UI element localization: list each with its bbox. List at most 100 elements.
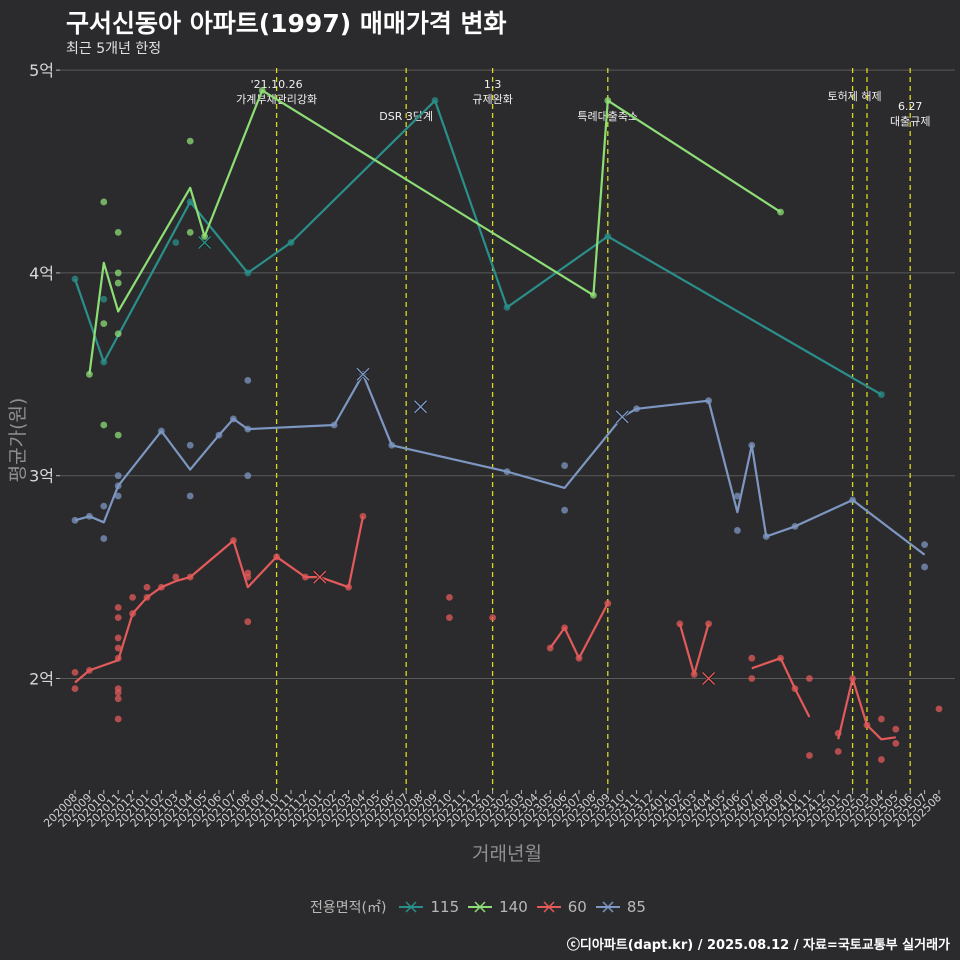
- data-point-60: [114, 654, 122, 662]
- policy-annotation: 특례대출축소: [577, 110, 638, 123]
- data-point-60: [345, 583, 352, 591]
- data-point-60: [186, 573, 194, 581]
- data-point-60: [244, 573, 252, 581]
- data-point-60: [878, 715, 885, 723]
- legend-key-60: [536, 901, 561, 913]
- data-point-60: [748, 675, 756, 682]
- source-caption: ⓒ디아파트(dapt.kr) / 2025.08.12 / 자료=국토교통부 실…: [566, 938, 950, 953]
- legend-label-60: 60: [567, 898, 587, 916]
- data-point-60: [748, 654, 756, 662]
- data-point-85: [158, 427, 165, 435]
- data-point-60: [143, 583, 151, 591]
- data-point-60: [446, 593, 453, 601]
- data-point-85: [762, 533, 770, 540]
- data-point-60: [273, 553, 280, 561]
- legend: 전용면적(㎡) 115 140 60 85: [0, 896, 960, 918]
- legend-item-60[interactable]: 60: [536, 898, 587, 916]
- data-point-115: [100, 295, 108, 303]
- data-point-60: [561, 624, 568, 632]
- data-point-140: [86, 370, 93, 378]
- data-point-85: [230, 415, 237, 423]
- data-point-85: [633, 405, 640, 413]
- data-point-115: [287, 239, 295, 246]
- data-point-115: [244, 269, 252, 277]
- x-axis-title: 거래년월: [472, 843, 542, 865]
- data-point-115: [172, 239, 180, 246]
- data-point-60: [114, 604, 122, 611]
- data-point-140: [258, 87, 266, 94]
- policy-annotation: DSR 3단계: [379, 110, 433, 123]
- data-point-60: [489, 614, 496, 622]
- data-point-85: [186, 492, 194, 500]
- data-point-60: [676, 620, 684, 628]
- data-point-60: [892, 739, 900, 747]
- legend-label-85: 85: [626, 898, 646, 916]
- data-point-60: [244, 618, 252, 626]
- data-point-140: [114, 431, 122, 439]
- data-point-115: [503, 303, 511, 311]
- data-point-140: [186, 228, 194, 236]
- data-point-60: [230, 537, 237, 544]
- data-point-85: [791, 522, 799, 530]
- legend-key-115: [399, 901, 424, 913]
- data-point-60: [806, 675, 813, 682]
- y-tick-label: 5억: [29, 61, 54, 80]
- x-marker-85: [615, 410, 629, 424]
- data-point-60: [878, 756, 885, 763]
- data-point-60: [935, 705, 943, 713]
- legend-item-115[interactable]: 115: [398, 898, 459, 916]
- y-axis-title: 평균가(원): [7, 398, 29, 483]
- legend-label-115: 115: [430, 898, 460, 916]
- data-point-60: [143, 593, 151, 601]
- data-point-85: [186, 441, 194, 449]
- data-point-140: [114, 279, 122, 287]
- y-tick-label: 3억: [29, 467, 54, 486]
- data-point-60: [849, 675, 856, 682]
- data-point-140: [777, 208, 784, 216]
- data-point-85: [114, 482, 122, 490]
- legend-key-85: [595, 901, 620, 913]
- legend-item-140[interactable]: 140: [467, 898, 528, 916]
- series-line-60: [549, 602, 609, 660]
- data-point-60: [71, 668, 79, 676]
- policy-annotation: 1.3: [484, 78, 502, 91]
- data-point-60: [777, 654, 784, 662]
- data-point-85: [561, 462, 568, 469]
- data-point-85: [114, 492, 122, 500]
- data-point-85: [561, 506, 568, 514]
- data-point-60: [806, 752, 813, 759]
- y-tick-label: 2억: [29, 669, 54, 688]
- policy-annotation: 규제완화: [472, 93, 512, 106]
- data-point-60: [834, 748, 842, 755]
- data-point-60: [546, 644, 554, 652]
- legend-item-85[interactable]: 85: [595, 898, 646, 916]
- data-point-85: [503, 468, 511, 476]
- legend-key-140: [468, 901, 493, 913]
- series-line-60: [751, 657, 811, 718]
- data-point-140: [186, 137, 194, 145]
- data-point-140: [114, 228, 122, 236]
- policy-annotation: 6.27: [898, 100, 923, 113]
- data-point-85: [244, 472, 252, 480]
- y-tick-label: 4억: [29, 264, 54, 283]
- policy-annotation: '21.10.26: [251, 78, 303, 91]
- chart-subtitle: 최근 5개년 한정: [66, 41, 162, 57]
- data-point-140: [100, 421, 108, 429]
- data-point-115: [604, 233, 612, 240]
- data-point-85: [748, 441, 756, 449]
- data-point-140: [604, 97, 612, 104]
- data-point-60: [114, 689, 122, 697]
- legend-title: 전용면적(㎡): [310, 900, 387, 916]
- data-point-60: [129, 593, 137, 601]
- x-marker-115: [198, 236, 212, 249]
- series-line-60: [678, 623, 710, 676]
- data-point-140: [114, 330, 122, 338]
- data-point-85: [388, 441, 396, 449]
- series-line-115: [73, 99, 882, 396]
- data-point-60: [834, 729, 842, 737]
- data-point-60: [172, 573, 180, 581]
- data-point-85: [734, 527, 741, 534]
- x-marker-60: [702, 671, 716, 685]
- data-point-115: [431, 97, 439, 104]
- data-point-60: [302, 573, 309, 581]
